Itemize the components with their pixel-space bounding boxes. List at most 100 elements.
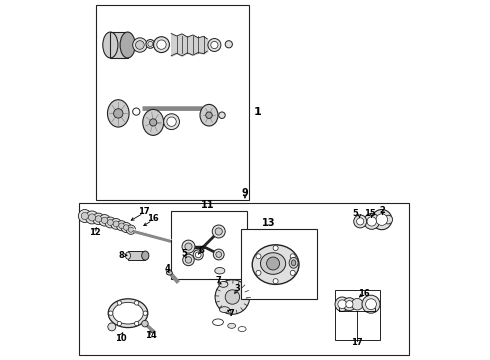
- Circle shape: [134, 321, 139, 326]
- Circle shape: [357, 218, 364, 225]
- Bar: [128, 251, 145, 260]
- Ellipse shape: [289, 257, 298, 268]
- Circle shape: [225, 290, 240, 304]
- Bar: [171, 211, 247, 279]
- Ellipse shape: [219, 282, 228, 287]
- Circle shape: [376, 214, 388, 225]
- Circle shape: [126, 225, 136, 234]
- Circle shape: [109, 311, 113, 315]
- Circle shape: [148, 41, 153, 46]
- Circle shape: [164, 114, 179, 130]
- Circle shape: [215, 280, 250, 314]
- Circle shape: [290, 254, 295, 259]
- Ellipse shape: [113, 302, 143, 324]
- Ellipse shape: [103, 32, 118, 58]
- Text: 17: 17: [138, 207, 149, 216]
- Circle shape: [215, 228, 222, 235]
- Circle shape: [93, 213, 104, 225]
- Text: 13: 13: [262, 218, 275, 228]
- Circle shape: [117, 221, 126, 231]
- Text: 5: 5: [181, 249, 187, 258]
- Circle shape: [133, 108, 140, 115]
- Circle shape: [157, 40, 166, 49]
- Circle shape: [123, 225, 129, 230]
- Text: 7: 7: [229, 310, 235, 319]
- Text: 2: 2: [380, 206, 386, 215]
- Circle shape: [153, 37, 170, 53]
- Text: 12: 12: [89, 228, 100, 237]
- Ellipse shape: [220, 307, 229, 312]
- Circle shape: [101, 217, 108, 224]
- Bar: [335, 290, 380, 340]
- Circle shape: [208, 39, 221, 51]
- Circle shape: [212, 225, 225, 238]
- Circle shape: [128, 227, 133, 232]
- Circle shape: [121, 222, 131, 233]
- Circle shape: [364, 213, 380, 229]
- Ellipse shape: [228, 323, 236, 328]
- Text: 16: 16: [147, 214, 158, 223]
- Circle shape: [267, 257, 280, 270]
- Text: 14: 14: [146, 331, 157, 340]
- Circle shape: [99, 215, 110, 226]
- Text: 4: 4: [164, 264, 170, 273]
- Ellipse shape: [252, 245, 299, 284]
- Circle shape: [185, 257, 192, 263]
- Ellipse shape: [292, 260, 296, 266]
- Ellipse shape: [238, 327, 246, 332]
- Circle shape: [108, 323, 116, 331]
- Text: 3: 3: [235, 284, 241, 293]
- Circle shape: [142, 320, 148, 327]
- Circle shape: [256, 270, 261, 275]
- Circle shape: [107, 220, 113, 225]
- Circle shape: [183, 254, 194, 266]
- Circle shape: [78, 210, 91, 222]
- Circle shape: [167, 117, 176, 126]
- Circle shape: [117, 321, 122, 326]
- Ellipse shape: [215, 267, 225, 274]
- Circle shape: [335, 297, 349, 311]
- Ellipse shape: [261, 253, 286, 274]
- Bar: [242, 229, 317, 299]
- Circle shape: [346, 301, 353, 308]
- Ellipse shape: [108, 299, 148, 328]
- Circle shape: [206, 112, 212, 118]
- Circle shape: [114, 109, 123, 118]
- Circle shape: [256, 254, 261, 259]
- Circle shape: [134, 301, 139, 305]
- Circle shape: [213, 249, 224, 260]
- Bar: [96, 5, 248, 200]
- Circle shape: [362, 295, 380, 313]
- Circle shape: [225, 41, 232, 48]
- Ellipse shape: [213, 319, 223, 325]
- Text: 7: 7: [215, 276, 221, 285]
- Circle shape: [105, 217, 116, 228]
- Circle shape: [343, 298, 356, 311]
- Ellipse shape: [107, 100, 129, 127]
- Ellipse shape: [125, 252, 130, 259]
- Circle shape: [216, 252, 221, 257]
- Circle shape: [351, 298, 363, 310]
- Circle shape: [136, 41, 144, 49]
- Circle shape: [182, 240, 195, 253]
- Circle shape: [133, 38, 147, 52]
- Circle shape: [211, 41, 218, 49]
- Bar: [110, 32, 127, 58]
- Circle shape: [96, 216, 101, 222]
- Text: 8: 8: [119, 251, 124, 260]
- Bar: [110, 32, 127, 58]
- Text: 10: 10: [115, 334, 126, 343]
- Text: 9: 9: [242, 188, 248, 198]
- Circle shape: [113, 221, 119, 227]
- Bar: [79, 203, 409, 355]
- Text: 6: 6: [198, 246, 204, 255]
- Circle shape: [149, 119, 157, 126]
- Circle shape: [367, 217, 376, 226]
- Circle shape: [111, 219, 122, 229]
- Circle shape: [219, 112, 225, 118]
- Ellipse shape: [167, 271, 172, 275]
- Circle shape: [119, 223, 124, 229]
- Circle shape: [185, 243, 192, 250]
- Circle shape: [372, 210, 392, 230]
- Text: 16: 16: [358, 289, 369, 298]
